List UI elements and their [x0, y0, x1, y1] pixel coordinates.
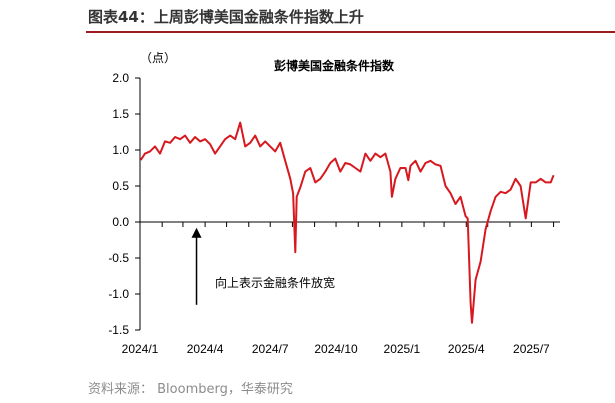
title-rule: [86, 31, 615, 33]
x-axis: 2024/1 2024/4 2024/7 2024/10 2025/1 2025/4 202…: [122, 221, 560, 356]
x-tick-label: 2025/7: [513, 342, 550, 356]
y-unit-label: （点）: [140, 51, 176, 65]
y-tick-label: 0.0: [112, 215, 129, 229]
y-tick-label: 2.0: [112, 71, 129, 85]
x-tick-label: 2025/4: [448, 342, 485, 356]
x-tick-label: 2024/7: [252, 342, 289, 356]
y-tick-label: 0.5: [112, 179, 129, 193]
source-note: 资料来源： Bloomberg，华泰研究: [88, 382, 293, 397]
series-layer: [139, 121, 555, 324]
y-axis: 2.0 1.5 1.0 0.5 0.0 -0.5 -1.0 -1.5: [108, 71, 141, 337]
x-tick-label: 2025/1: [384, 342, 421, 356]
figure-label: 图表44：: [88, 8, 154, 26]
series-line: [139, 121, 555, 324]
y-tick-label: -1.0: [108, 287, 129, 301]
figure-title-text: 上周彭博美国金融条件指数上升: [153, 8, 364, 26]
y-tick-label: -1.5: [108, 323, 129, 337]
annotation-text: 向上表示金融条件放宽: [215, 275, 335, 290]
y-tick-label: -0.5: [108, 251, 129, 265]
x-tick-label: 2024/10: [314, 342, 358, 356]
x-tick-label: 2024/4: [187, 342, 224, 356]
y-tick-label: 1.0: [112, 143, 129, 157]
figure-title: 图表44：上周彭博美国金融条件指数上升: [88, 6, 364, 27]
chart-title: 彭博美国金融条件指数: [274, 58, 395, 73]
x-tick-label: 2024/1: [122, 342, 159, 356]
annotation: 向上表示金融条件放宽: [191, 227, 335, 305]
line-chart: 彭博美国金融条件指数 （点） 2.0 1.5 1.0 0.5 0.0 -0.5 -1.0 -1…: [108, 51, 560, 356]
y-tick-label: 1.5: [112, 107, 129, 121]
annotation-arrow-head: [191, 227, 202, 238]
